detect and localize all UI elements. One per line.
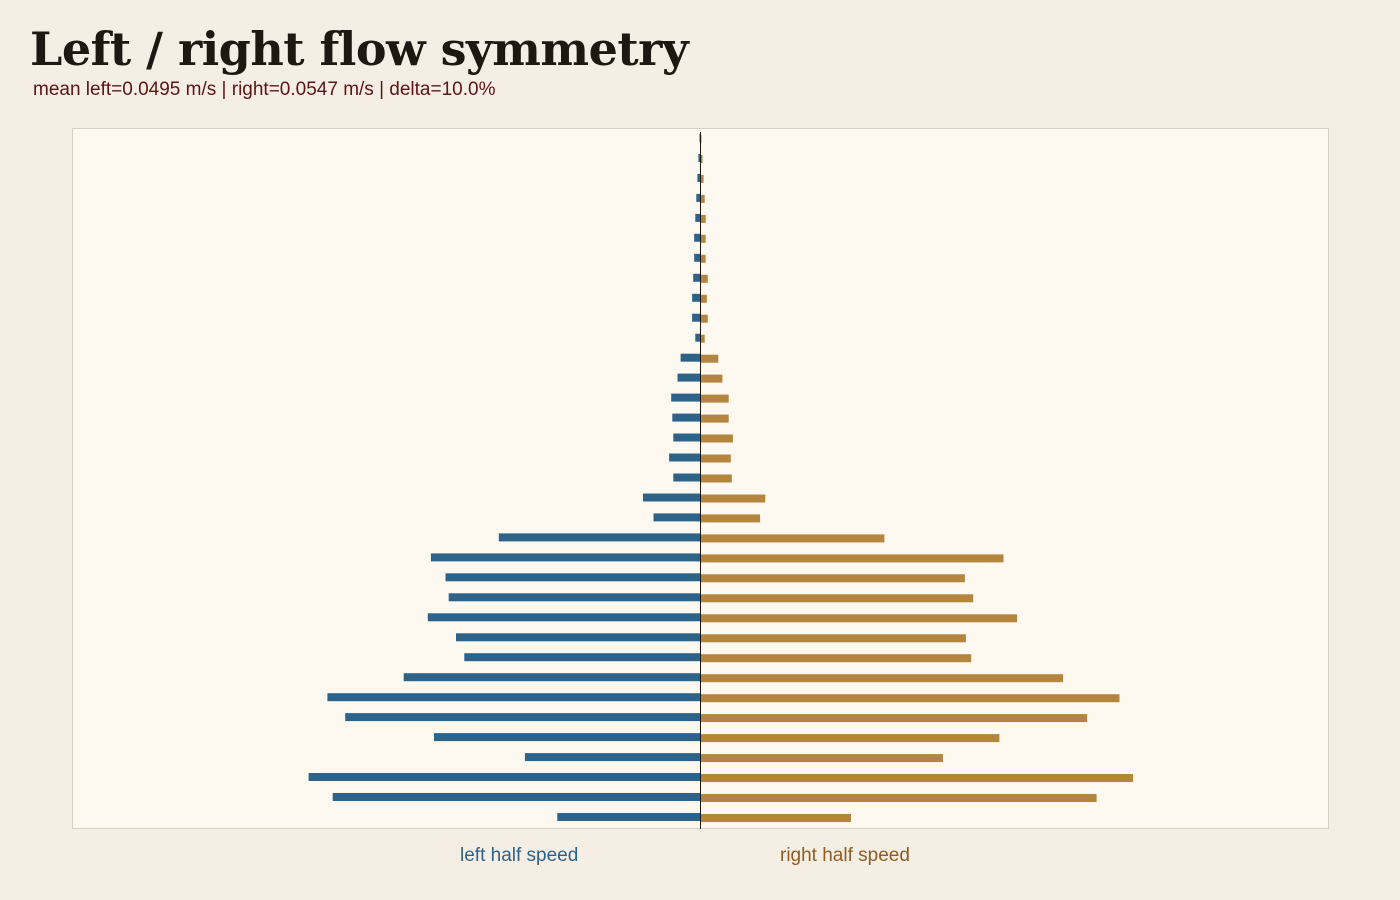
right-bar: [700, 754, 943, 763]
left-bar: [695, 213, 701, 222]
right-bar: [700, 274, 708, 283]
right-bar: [700, 234, 706, 243]
left-bar: [696, 193, 701, 202]
right-bar: [700, 574, 965, 583]
left-bar: [694, 253, 701, 262]
legend-left-series: left half speed: [460, 845, 579, 866]
left-bar: [427, 613, 701, 622]
right-bar: [700, 654, 972, 663]
left-bar: [653, 513, 701, 522]
right-bar: [700, 774, 1134, 782]
left-bar: [673, 433, 701, 442]
right-bar: [700, 314, 708, 323]
right-bar: [700, 794, 1097, 802]
left-bar: [671, 393, 701, 402]
left-bar: [677, 373, 701, 382]
right-bar: [700, 674, 1064, 683]
left-bar: [643, 493, 701, 502]
right-bar: [700, 814, 851, 822]
left-bar: [332, 793, 701, 801]
right-bar: [700, 554, 1004, 563]
right-bar: [700, 214, 706, 223]
chart-title: Left / right flow symmetry: [30, 22, 689, 76]
left-bar: [557, 813, 701, 821]
left-bar: [308, 773, 701, 781]
right-bar: [700, 734, 1000, 743]
right-bar: [700, 694, 1120, 703]
right-bar: [700, 474, 732, 483]
left-bar: [672, 413, 701, 422]
right-bar: [700, 454, 731, 463]
left-bar: [403, 673, 701, 682]
right-bar: [700, 414, 729, 423]
left-bar: [524, 753, 701, 762]
right-bar: [700, 334, 705, 343]
left-bar: [456, 633, 701, 642]
right-bar: [700, 434, 733, 443]
left-bar: [692, 313, 701, 322]
left-bar: [693, 273, 701, 282]
left-bar: [669, 453, 701, 462]
left-bar: [692, 293, 701, 302]
left-bar: [498, 533, 701, 542]
left-bar: [448, 593, 701, 602]
left-bar: [445, 573, 701, 582]
right-bar: [700, 155, 703, 163]
left-bar: [695, 333, 701, 342]
right-series-bars: [700, 135, 1134, 822]
left-bar: [694, 233, 701, 242]
left-bar: [345, 713, 701, 722]
right-bar: [700, 254, 706, 263]
right-bar: [700, 374, 723, 383]
right-bar: [700, 394, 729, 403]
right-bar: [700, 174, 704, 183]
left-bar: [434, 733, 701, 742]
left-bar: [464, 653, 701, 662]
right-bar: [700, 354, 719, 363]
left-bar: [680, 353, 701, 362]
legend-right-series: right half speed: [780, 845, 910, 866]
left-bar: [673, 473, 701, 482]
right-bar: [700, 634, 966, 643]
right-bar: [700, 514, 761, 523]
left-bar: [430, 553, 701, 562]
right-bar: [700, 614, 1018, 623]
chart-subtitle: mean left=0.0495 m/s | right=0.0547 m/s …: [33, 79, 496, 100]
right-bar: [700, 194, 705, 203]
right-bar: [700, 594, 974, 603]
right-bar: [700, 534, 885, 543]
right-bar: [700, 714, 1088, 723]
left-bar: [327, 693, 701, 702]
left-bar: [697, 173, 701, 182]
left-bar: [698, 154, 701, 162]
left-series-bars: [308, 134, 701, 821]
right-bar: [700, 494, 766, 503]
right-bar: [700, 294, 707, 303]
